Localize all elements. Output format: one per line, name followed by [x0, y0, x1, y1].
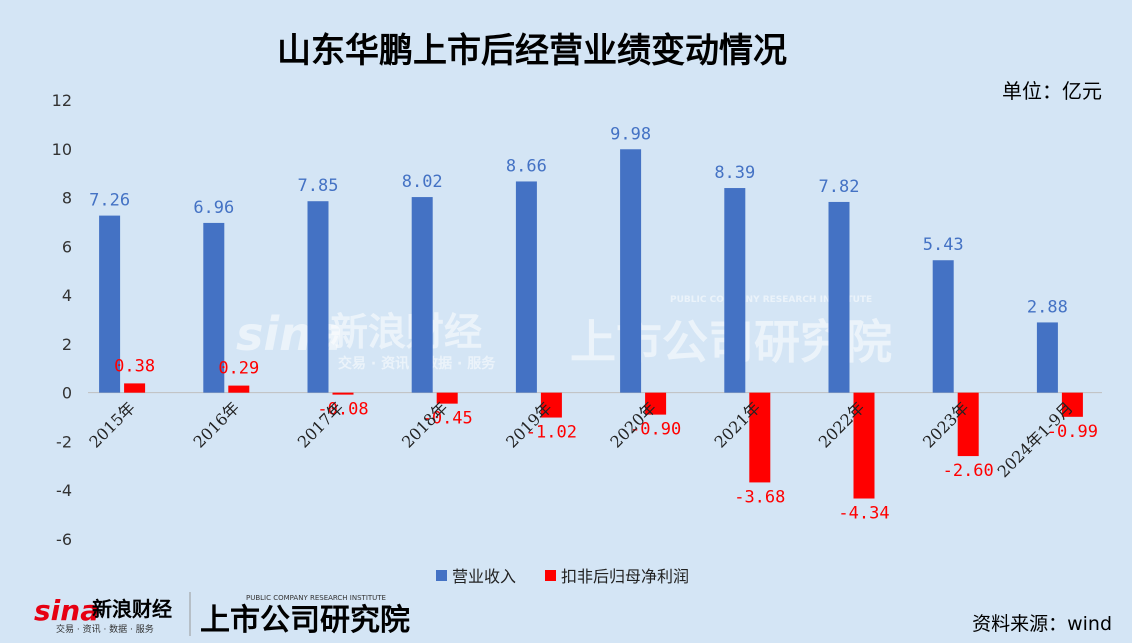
bar-revenue: [99, 215, 121, 393]
y-tick-label: -6: [56, 530, 72, 549]
data-label-profit: -4.34: [838, 504, 889, 524]
unit-label: 单位：亿元: [1002, 79, 1102, 103]
data-label-revenue: 2.88: [1027, 297, 1068, 317]
legend-label-profit: 扣非后归母净利润: [561, 567, 689, 586]
data-label-profit: 0.29: [218, 359, 259, 379]
data-label-revenue: 7.85: [298, 176, 339, 196]
data-label-profit: -3.68: [734, 487, 785, 507]
data-label-revenue: 8.66: [506, 156, 547, 176]
bar-revenue: [515, 181, 537, 393]
bar-profit: [749, 392, 771, 483]
sina-logo: sina: [34, 594, 99, 627]
data-label-profit: -1.02: [526, 423, 577, 443]
y-tick-label: 10: [52, 140, 72, 159]
sina-sub: 交易 · 资讯 · 数据 · 服务: [56, 623, 154, 635]
x-tick-label: 2015年: [85, 398, 139, 452]
data-label-profit: -2.60: [943, 461, 994, 481]
center-watermark: sina 新浪财经 交易 · 资讯 · 数据 · 服务 上市公司研究院 PUBL…: [236, 295, 892, 372]
watermark-research-sub: PUBLIC COMPANY RESEARCH INSTITUTE: [670, 295, 872, 305]
data-label-revenue: 7.82: [819, 177, 860, 197]
bar-revenue: [203, 222, 225, 393]
bar-revenue: [932, 260, 954, 393]
y-tick-label: 2: [62, 335, 72, 354]
legend: 营业收入 扣非后归母净利润: [436, 567, 689, 586]
y-tick-label: 0: [62, 384, 72, 403]
bar-profit: [1061, 392, 1083, 417]
y-tick-label: 4: [62, 286, 72, 305]
y-tick-label: 12: [52, 91, 72, 110]
legend-swatch-profit: [545, 570, 556, 581]
y-axis: 12 10 8 6 4 2 0 -2 -4 -6: [52, 91, 72, 549]
data-label-profit: -0.99: [1047, 422, 1098, 442]
bar-revenue: [411, 197, 433, 393]
data-label-profit: 0.38: [114, 356, 155, 376]
data-label-revenue: 9.98: [610, 124, 651, 144]
legend-label-revenue: 营业收入: [452, 567, 516, 586]
bar-profit: [540, 392, 562, 418]
x-axis: 2015年 2016年 2017年 2018年 2019年 2020年 2021年 2022年…: [85, 398, 1076, 481]
y-tick-label: -4: [56, 481, 72, 500]
bar-profit: [436, 392, 458, 404]
data-label-profit: -0.45: [422, 409, 473, 429]
chart-title: 山东华鹏上市后经营业绩变动情况: [277, 31, 787, 71]
bar-profit: [853, 392, 875, 499]
sina-name: 新浪财经: [92, 597, 172, 621]
data-label-revenue: 7.26: [89, 191, 130, 211]
footer-logos: sina 新浪财经 交易 · 资讯 · 数据 · 服务 上市公司研究院 PUBL…: [34, 592, 410, 638]
y-tick-label: -2: [56, 432, 72, 451]
data-label-profit: -0.08: [317, 400, 368, 420]
bars-group: [99, 149, 1083, 499]
research-logo-name: 上市公司研究院: [200, 603, 410, 638]
research-logo-sub: PUBLIC COMPANY RESEARCH INSTITUTE: [246, 594, 386, 602]
data-label-revenue: 8.39: [714, 163, 755, 183]
x-tick-label: 2016年: [190, 398, 244, 452]
bar-profit: [124, 383, 146, 393]
bar-revenue: [724, 188, 746, 393]
data-label-profit: -0.90: [630, 420, 681, 440]
bar-revenue: [307, 201, 329, 393]
data-labels-group: 7.26 0.38 6.96 0.29 7.85 -0.08 8.02 -0.45 8.66 -1…: [89, 124, 1098, 523]
source-text: 资料来源：wind: [972, 613, 1112, 635]
bar-profit: [957, 392, 979, 457]
bar-revenue: [828, 201, 850, 393]
bar-revenue: [1036, 322, 1058, 393]
data-label-revenue: 6.96: [193, 198, 234, 218]
watermark-sina-name: 新浪财经: [330, 310, 482, 354]
legend-swatch-revenue: [436, 570, 447, 581]
y-tick-label: 6: [62, 237, 72, 256]
y-tick-label: 8: [62, 189, 72, 208]
bar-profit: [228, 385, 250, 393]
bar-revenue: [620, 149, 642, 393]
bar-profit: [332, 392, 354, 395]
bar-profit: [645, 392, 667, 415]
data-label-revenue: 8.02: [402, 172, 443, 192]
data-label-revenue: 5.43: [923, 235, 964, 255]
